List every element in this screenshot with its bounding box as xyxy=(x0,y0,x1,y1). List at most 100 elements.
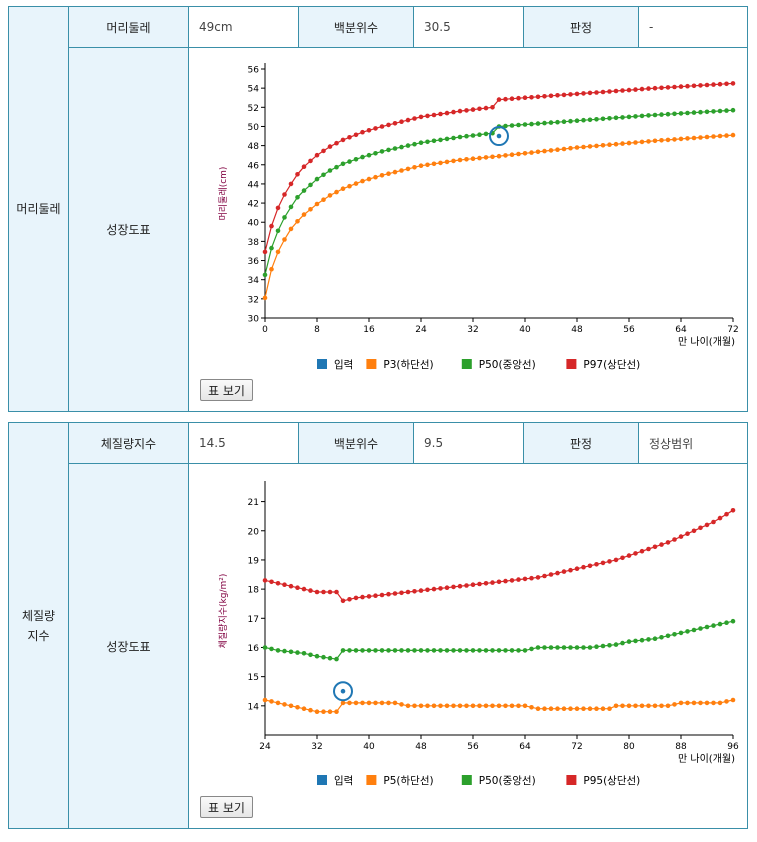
data-point xyxy=(386,171,391,176)
data-point xyxy=(321,172,326,178)
data-point xyxy=(334,709,339,714)
data-point xyxy=(295,705,300,710)
data-point xyxy=(639,86,645,92)
data-point xyxy=(275,205,281,211)
y-tick-label: 21 xyxy=(248,498,259,508)
data-point xyxy=(327,589,333,595)
data-point xyxy=(321,589,326,595)
legend-label: P50(중앙선) xyxy=(479,775,536,787)
data-point xyxy=(470,156,476,161)
data-point xyxy=(386,122,391,128)
data-point xyxy=(379,700,385,706)
data-point xyxy=(288,181,294,187)
data-point xyxy=(379,149,385,154)
data-point xyxy=(334,164,339,170)
data-point xyxy=(646,703,651,709)
data-point xyxy=(490,648,495,653)
percentile-label: 백분위수 xyxy=(298,423,413,464)
data-point xyxy=(626,703,632,709)
data-point xyxy=(314,176,320,182)
data-point xyxy=(691,528,697,534)
data-point xyxy=(308,207,313,212)
data-point xyxy=(425,587,430,593)
data-point xyxy=(451,109,456,115)
data-point xyxy=(555,645,560,650)
data-point xyxy=(529,95,534,100)
data-point xyxy=(262,295,268,301)
measure-value: 14.5 xyxy=(188,423,298,464)
view-table-button[interactable]: 표 보기 xyxy=(200,796,253,818)
view-table-button[interactable]: 표 보기 xyxy=(200,379,253,401)
y-tick-label: 15 xyxy=(248,673,259,683)
data-point xyxy=(327,709,333,714)
data-point xyxy=(483,105,489,111)
judgement-label: 판정 xyxy=(523,7,638,48)
data-point xyxy=(522,95,528,100)
data-point xyxy=(353,595,359,601)
data-point xyxy=(269,223,274,229)
measure-label: 체질량지수 xyxy=(69,423,188,464)
data-point xyxy=(360,154,365,160)
data-point xyxy=(431,161,437,167)
legend-label: P3(하단선) xyxy=(383,358,433,371)
data-point xyxy=(633,703,638,709)
data-point xyxy=(503,578,508,584)
data-point xyxy=(574,566,580,571)
data-point xyxy=(633,551,638,556)
data-point xyxy=(678,84,684,89)
percentile-label: 백분위수 xyxy=(298,7,413,48)
data-point xyxy=(496,703,502,709)
data-point xyxy=(321,709,326,714)
data-point xyxy=(704,700,710,706)
data-point xyxy=(698,109,703,115)
data-point xyxy=(607,706,612,711)
x-tick-label: 64 xyxy=(675,325,687,335)
data-point xyxy=(366,648,372,653)
y-tick-label: 50 xyxy=(248,123,260,133)
data-point xyxy=(269,646,274,652)
data-point xyxy=(594,90,599,95)
data-point xyxy=(360,648,365,653)
bmi-section: 체질량 지수 체질량지수 14.5 백분위수 9.5 판정 정상범위 성장도표 … xyxy=(8,422,748,829)
data-point xyxy=(301,164,307,169)
data-point xyxy=(399,144,404,150)
data-point xyxy=(288,649,294,655)
data-point xyxy=(600,706,606,711)
data-point xyxy=(483,648,489,653)
data-point xyxy=(704,109,710,115)
data-point xyxy=(568,145,573,151)
data-point xyxy=(529,575,534,581)
data-point xyxy=(698,135,703,140)
y-tick-label: 46 xyxy=(248,161,260,171)
data-point xyxy=(522,703,528,709)
data-point xyxy=(561,146,567,152)
data-point xyxy=(301,586,307,592)
data-point xyxy=(555,706,560,711)
data-point xyxy=(347,135,352,140)
data-point xyxy=(366,128,372,133)
legend-swatch xyxy=(566,775,577,785)
series-2 xyxy=(262,107,736,278)
data-point xyxy=(652,85,658,91)
data-point xyxy=(587,645,593,650)
data-point xyxy=(314,653,320,659)
data-point xyxy=(295,219,300,224)
data-point xyxy=(392,146,398,151)
data-point xyxy=(347,700,352,706)
data-point xyxy=(496,579,502,585)
data-point xyxy=(607,643,612,648)
data-point xyxy=(308,652,313,658)
data-point xyxy=(711,623,716,628)
legend-label: P5(하단선) xyxy=(383,774,433,787)
series-2 xyxy=(262,618,736,662)
data-point xyxy=(295,585,300,590)
data-point xyxy=(581,706,586,711)
data-point xyxy=(334,656,339,662)
data-point xyxy=(340,648,346,653)
data-point xyxy=(405,703,411,709)
data-point xyxy=(665,540,671,545)
series-3 xyxy=(262,508,736,604)
data-point xyxy=(594,562,599,567)
data-point xyxy=(522,122,528,127)
data-point xyxy=(646,113,651,118)
